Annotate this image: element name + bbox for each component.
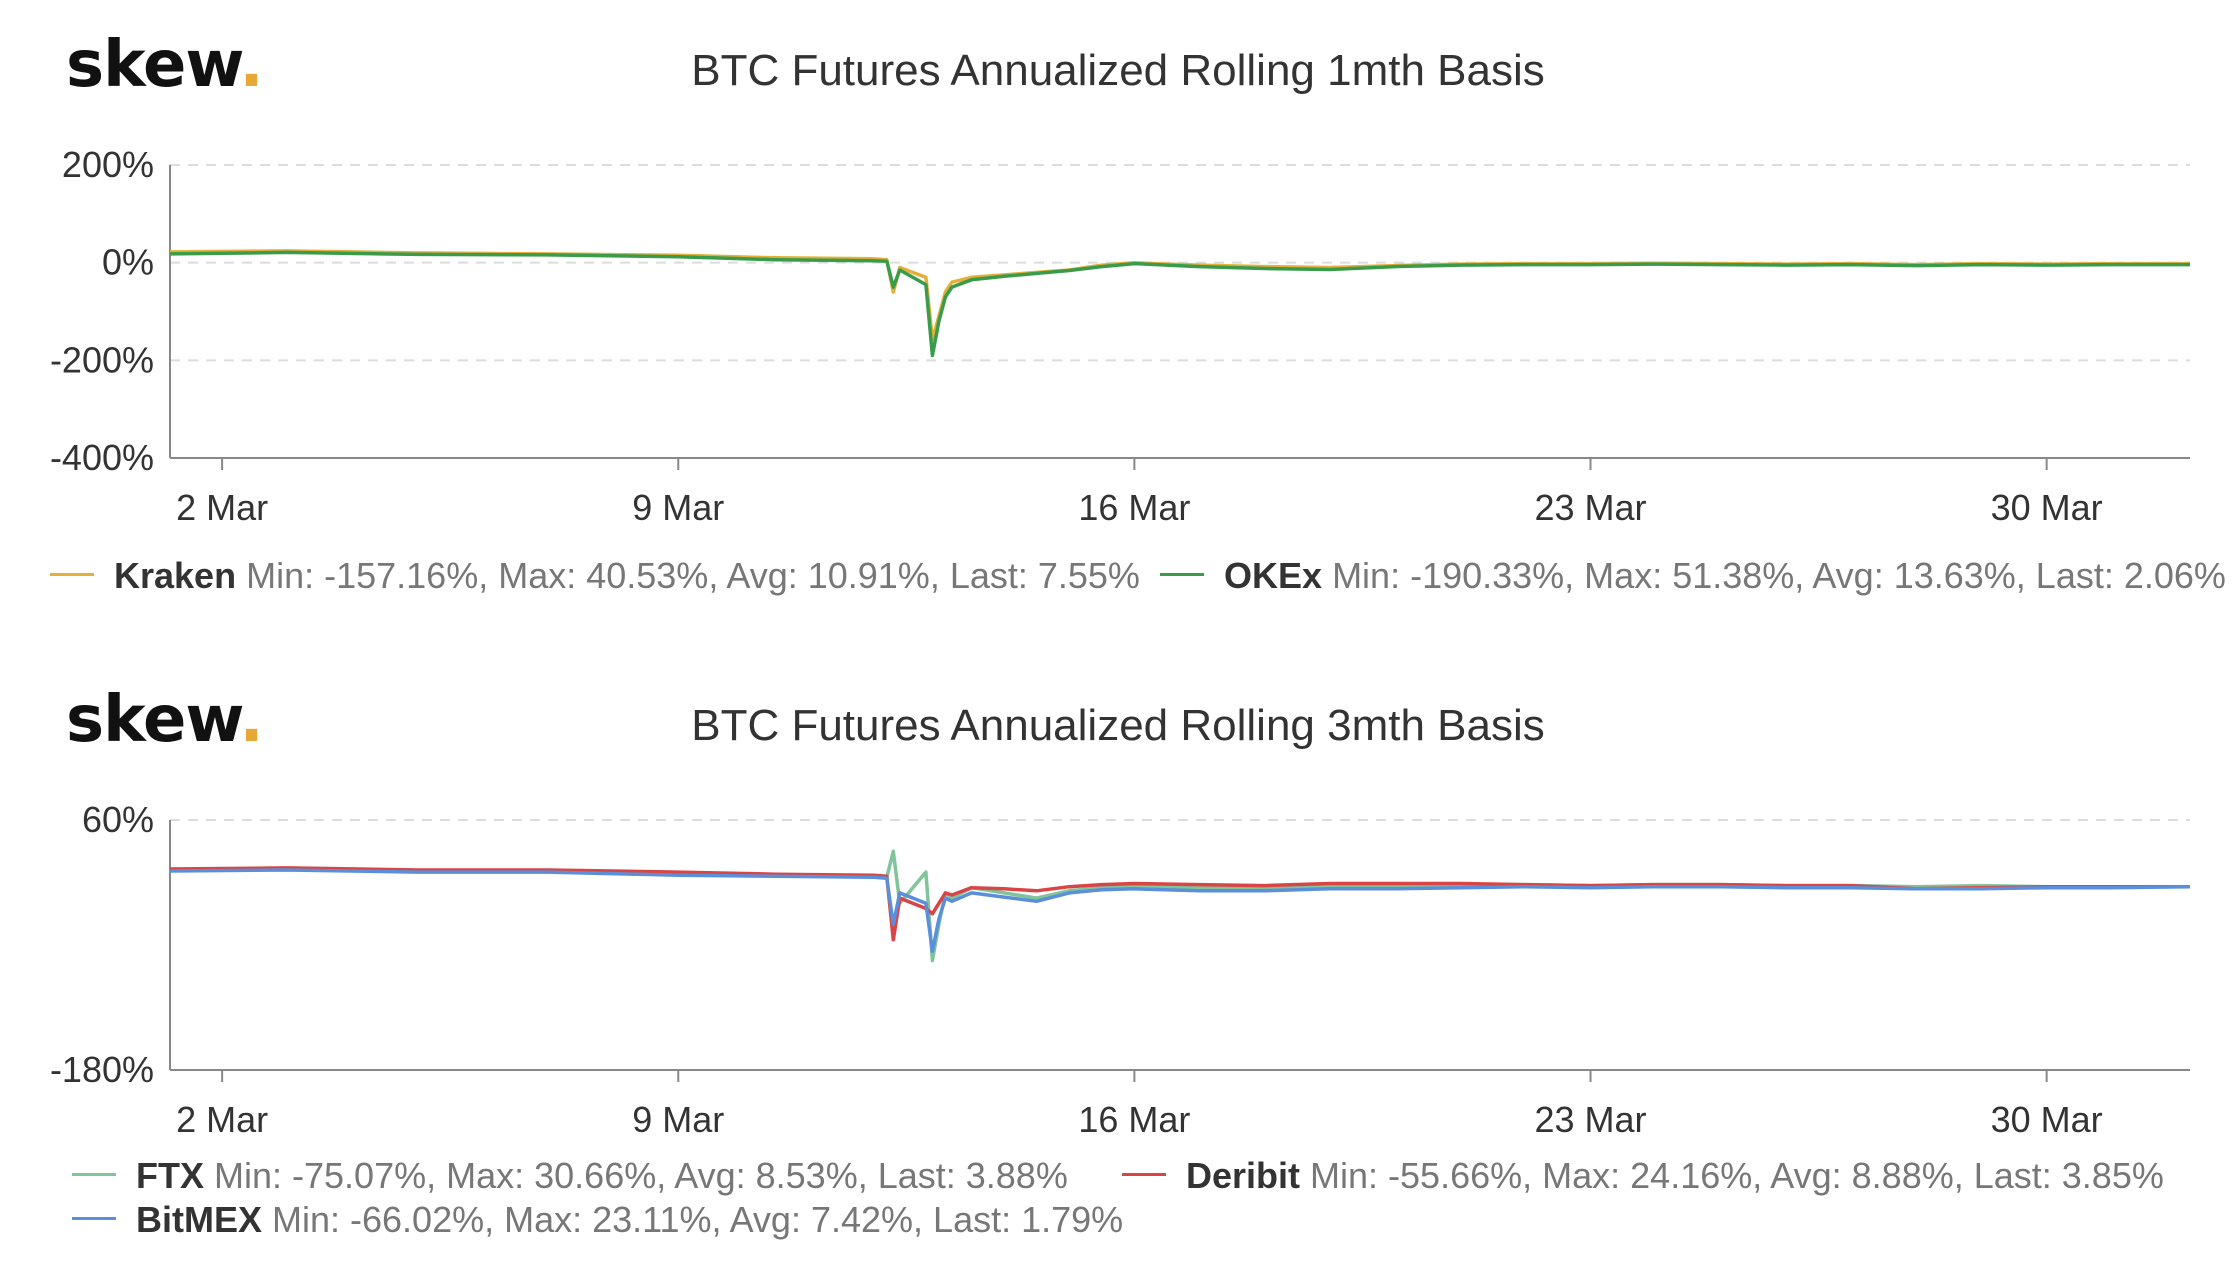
legend-series-name: OKEx — [1224, 555, 1323, 596]
legend-swatch — [1122, 1172, 1166, 1176]
legend-series-stats: Min: -157.16%, Max: 40.53%, Avg: 10.91%,… — [246, 555, 1140, 596]
legend-swatch — [50, 572, 94, 576]
series-line-okex — [169, 250, 2190, 358]
x-tick-label: 2 Mar — [176, 1099, 268, 1140]
legend-item-kraken[interactable]: Kraken Min: -157.16%, Max: 40.53%, Avg: … — [50, 555, 1140, 597]
x-tick-label: 9 Mar — [632, 487, 724, 528]
legend-item-ftx[interactable]: FTX Min: -75.07%, Max: 30.66%, Avg: 8.53… — [72, 1155, 1068, 1197]
x-tick-label: 30 Mar — [1991, 1099, 2103, 1140]
basis-chart-3month: 60% -180% 2 Mar 9 Mar 16 Mar 23 Mar 30 Mar — [50, 799, 2191, 1140]
x-tick-label: 23 Mar — [1534, 1099, 1646, 1140]
x-tick-label: 16 Mar — [1078, 1099, 1190, 1140]
skew-logo: skew. — [66, 683, 264, 757]
legend-series-name: BitMEX — [136, 1199, 262, 1240]
chart-panel-1month: skew. BTC Futures Annualized Rolling 1mt… — [0, 0, 2236, 640]
legend-swatch — [72, 1172, 116, 1176]
chart-legend: Kraken Min: -157.16%, Max: 40.53%, Avg: … — [50, 555, 2236, 605]
y-tick-label: -200% — [50, 339, 154, 380]
legend-series-stats: Min: -55.66%, Max: 24.16%, Avg: 8.88%, L… — [1310, 1155, 2164, 1196]
legend-series-name: Deribit — [1186, 1155, 1301, 1196]
legend-swatch — [72, 1216, 116, 1220]
x-tick-label: 16 Mar — [1078, 487, 1190, 528]
legend-item-bitmex[interactable]: BitMEX Min: -66.02%, Max: 23.11%, Avg: 7… — [72, 1199, 1123, 1241]
skew-logo: skew. — [66, 28, 264, 102]
legend-series-stats: Min: -66.02%, Max: 23.11%, Avg: 7.42%, L… — [272, 1199, 1124, 1240]
y-tick-label: -400% — [50, 437, 154, 478]
chart-title: BTC Futures Annualized Rolling 3mth Basi… — [691, 701, 1545, 750]
series-line-deribit — [169, 866, 2190, 942]
series-line-ftx — [169, 849, 2190, 963]
y-tick-label: 200% — [62, 144, 154, 185]
legend-item-okex[interactable]: OKEx Min: -190.33%, Max: 51.38%, Avg: 13… — [1160, 555, 2226, 597]
legend-item-deribit[interactable]: Deribit Min: -55.66%, Max: 24.16%, Avg: … — [1122, 1155, 2164, 1197]
legend-series-name: Kraken — [114, 555, 237, 596]
chart-panel-3month: skew. BTC Futures Annualized Rolling 3mt… — [0, 655, 2236, 1284]
legend-series-name: FTX — [136, 1155, 204, 1196]
y-tick-label: -180% — [50, 1049, 154, 1090]
chart-legend: FTX Min: -75.07%, Max: 30.66%, Avg: 8.53… — [72, 1155, 2236, 1265]
y-tick-label: 0% — [102, 242, 154, 283]
x-tick-label: 30 Mar — [1991, 487, 2103, 528]
x-tick-label: 23 Mar — [1534, 487, 1646, 528]
chart-title: BTC Futures Annualized Rolling 1mth Basi… — [691, 46, 1545, 95]
y-tick-label: 60% — [82, 799, 154, 840]
x-tick-label: 9 Mar — [632, 1099, 724, 1140]
legend-series-stats: Min: -190.33%, Max: 51.38%, Avg: 13.63%,… — [1332, 555, 2226, 596]
legend-swatch — [1160, 572, 1204, 576]
series-line-bitmex — [169, 868, 2191, 954]
legend-series-stats: Min: -75.07%, Max: 30.66%, Avg: 8.53%, L… — [214, 1155, 1068, 1196]
x-tick-label: 2 Mar — [176, 487, 268, 528]
basis-chart-1month: 200% 0% -200% -400% 2 Mar 9 Mar 16 Mar 23 Mar 30… — [50, 144, 2190, 528]
